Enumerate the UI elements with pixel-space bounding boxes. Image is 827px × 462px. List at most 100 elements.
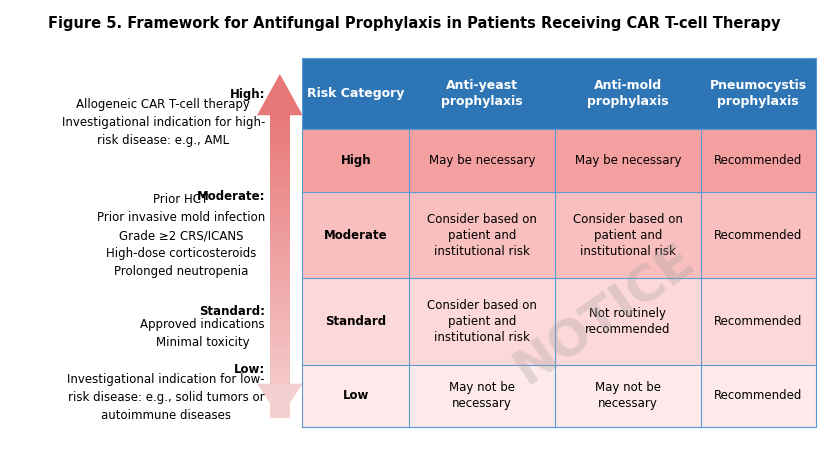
Bar <box>270 168 289 172</box>
Text: Consider based on
patient and
institutional risk: Consider based on patient and institutio… <box>427 213 537 258</box>
Bar <box>270 339 289 342</box>
Bar <box>270 180 289 183</box>
Text: May be necessary: May be necessary <box>428 154 535 167</box>
Bar <box>270 191 289 195</box>
Bar <box>270 365 289 369</box>
Bar <box>270 237 289 240</box>
Bar <box>270 304 289 308</box>
Bar <box>270 157 289 161</box>
Bar <box>270 411 289 414</box>
Bar <box>270 297 289 301</box>
Bar <box>270 202 289 206</box>
Bar <box>270 130 289 134</box>
Text: Risk Category: Risk Category <box>307 87 404 100</box>
Bar <box>270 153 289 157</box>
Bar <box>270 206 289 210</box>
Bar <box>302 192 815 278</box>
Text: May not be
necessary: May not be necessary <box>594 382 660 410</box>
Bar <box>270 377 289 380</box>
Text: Low:: Low: <box>233 363 265 376</box>
Bar <box>270 373 289 377</box>
Bar <box>270 240 289 244</box>
Bar <box>270 354 289 358</box>
Bar <box>270 115 289 119</box>
Bar <box>270 172 289 176</box>
Text: Approved indications
Minimal toxicity: Approved indications Minimal toxicity <box>140 318 265 349</box>
Bar <box>270 138 289 142</box>
Bar <box>270 380 289 384</box>
Text: Not routinely
recommended: Not routinely recommended <box>585 307 670 336</box>
Bar <box>270 183 289 187</box>
Bar <box>270 274 289 278</box>
Bar <box>270 251 289 255</box>
Bar <box>270 248 289 251</box>
Bar <box>270 142 289 146</box>
Bar <box>270 289 289 293</box>
Text: Recommended: Recommended <box>713 389 801 402</box>
Bar <box>270 244 289 248</box>
Text: NOTICE: NOTICE <box>504 235 703 394</box>
Bar <box>302 278 815 365</box>
Bar <box>270 210 289 213</box>
Polygon shape <box>256 383 303 418</box>
Text: Recommended: Recommended <box>713 315 801 328</box>
Bar <box>270 403 289 407</box>
Bar <box>270 293 289 297</box>
Bar <box>270 161 289 164</box>
Bar <box>270 232 289 237</box>
Text: Allogeneic CAR T-cell therapy
Investigational indication for high-
risk disease:: Allogeneic CAR T-cell therapy Investigat… <box>61 98 265 147</box>
Text: Standard:: Standard: <box>198 305 265 318</box>
Text: Investigational indication for low-
risk disease: e.g., solid tumors or
autoimmu: Investigational indication for low- risk… <box>67 373 265 422</box>
Bar <box>270 218 289 221</box>
Bar <box>302 365 815 427</box>
Bar <box>270 270 289 274</box>
Bar <box>270 149 289 153</box>
Bar <box>270 199 289 202</box>
Text: May not be
necessary: May not be necessary <box>449 382 514 410</box>
Bar <box>270 255 289 259</box>
Text: May be necessary: May be necessary <box>574 154 681 167</box>
Bar <box>270 267 289 270</box>
Bar <box>270 331 289 335</box>
Bar <box>270 225 289 229</box>
Bar <box>270 282 289 286</box>
Bar <box>270 286 289 289</box>
Bar <box>270 195 289 199</box>
Bar <box>270 323 289 327</box>
Bar <box>270 123 289 127</box>
Text: Moderate:: Moderate: <box>196 190 265 203</box>
Bar <box>270 346 289 350</box>
Text: Consider based on
patient and
institutional risk: Consider based on patient and institutio… <box>572 213 682 258</box>
Text: High: High <box>340 154 370 167</box>
Text: Prior HCT
Prior invasive mold infection
Grade ≥2 CRS/ICANS
High-dose corticoster: Prior HCT Prior invasive mold infection … <box>97 193 265 278</box>
Bar <box>270 369 289 373</box>
Bar <box>270 134 289 138</box>
Bar <box>270 335 289 339</box>
Bar <box>270 388 289 392</box>
Bar <box>270 358 289 361</box>
Bar <box>270 308 289 312</box>
Text: Anti-mold
prophylaxis: Anti-mold prophylaxis <box>586 79 668 108</box>
Text: Low: Low <box>342 389 369 402</box>
Bar <box>270 392 289 395</box>
Bar <box>270 361 289 365</box>
Bar <box>270 399 289 403</box>
Text: Pneumocystis
prophylaxis: Pneumocystis prophylaxis <box>709 79 805 108</box>
Bar <box>270 213 289 218</box>
Text: High:: High: <box>229 88 265 101</box>
Bar <box>270 312 289 316</box>
Text: Moderate: Moderate <box>323 229 387 242</box>
Bar <box>270 301 289 304</box>
Bar <box>302 58 815 129</box>
Text: Consider based on
patient and
institutional risk: Consider based on patient and institutio… <box>427 299 537 344</box>
Bar <box>270 146 289 149</box>
Bar <box>302 129 815 192</box>
Bar <box>270 407 289 411</box>
Bar <box>270 342 289 346</box>
Bar <box>270 187 289 191</box>
Bar <box>270 384 289 388</box>
Bar <box>270 229 289 232</box>
Bar <box>270 259 289 263</box>
Bar <box>270 221 289 225</box>
Bar <box>270 414 289 418</box>
